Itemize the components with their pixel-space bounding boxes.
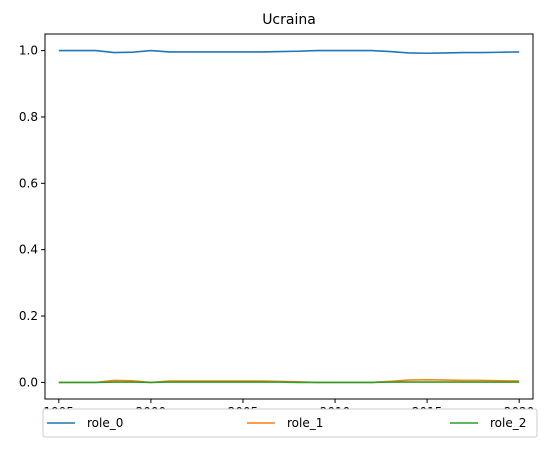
y-axis: 0.0 0.2 0.4 0.6 0.8 1.0 (19, 44, 45, 389)
plot-lines (58, 49, 520, 384)
y-tick-label: 0.2 (19, 309, 38, 323)
y-tick-label: 0.0 (19, 375, 38, 389)
chart-title: Ucraina (262, 12, 316, 28)
legend-items: role_0 role_1 role_2 (47, 416, 526, 430)
y-tick-label: 0.8 (19, 110, 38, 124)
plot-frame (44, 33, 534, 400)
series-line-role_0 (58, 49, 520, 55)
y-tick-label: 1.0 (19, 44, 38, 58)
legend-label-role_1: role_1 (287, 416, 323, 430)
legend: role_0 role_1 role_2 (42, 408, 538, 438)
legend-label-role_0: role_0 (87, 416, 123, 430)
legend-label-role_2: role_2 (490, 416, 526, 430)
legend-box (42, 408, 538, 438)
y-tick-label: 0.4 (19, 243, 38, 257)
y-tick-label: 0.6 (19, 176, 38, 190)
